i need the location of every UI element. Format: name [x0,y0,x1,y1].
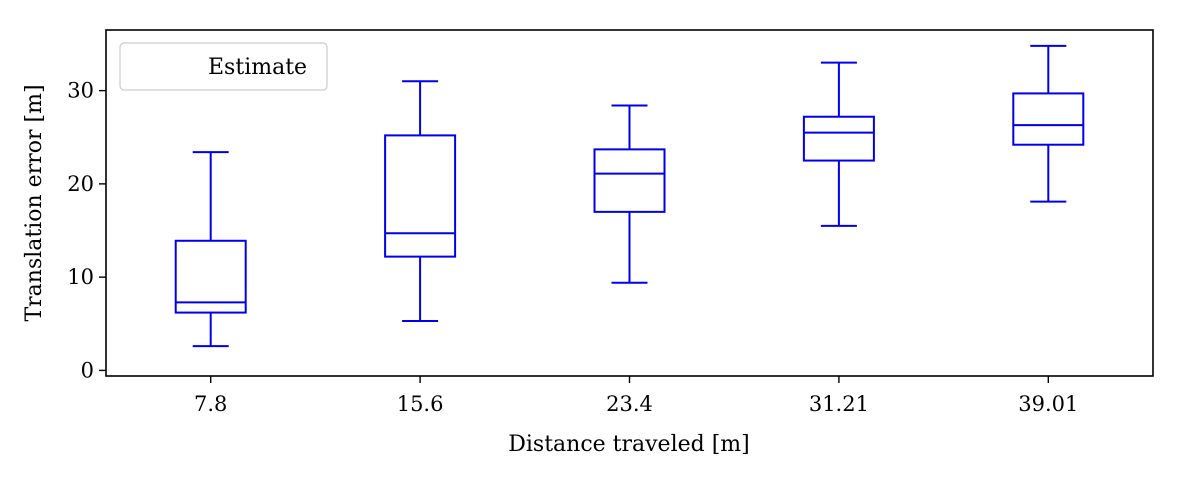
y-tick-label: 0 [81,358,94,382]
legend: Estimate [119,42,328,91]
iqr-box [174,239,247,314]
box-23.4 [593,104,666,284]
iqr-box [384,134,457,258]
plot-area [174,44,1085,348]
iqr-box [1012,92,1085,146]
legend-entry-estimate: Estimate [208,55,307,80]
x-tick-label: 31.21 [809,392,869,416]
legend-box [119,42,328,91]
y-tick-label: 20 [67,172,94,196]
y-axis-label: Translation error [m] [22,84,47,321]
box-15.6 [384,80,457,322]
x-axis: 7.8 15.6 23.4 31.21 39.01 [194,376,1078,416]
box-7.8 [174,151,247,348]
x-tick-label: 39.01 [1018,392,1078,416]
x-tick-label: 15.6 [397,392,444,416]
y-axis: 0 10 20 30 [67,79,106,382]
box-31.21 [802,61,875,227]
box-39.01 [1012,44,1085,203]
y-tick-label: 10 [67,265,94,289]
x-axis-label: Distance traveled [m] [508,432,750,457]
x-tick-label: 7.8 [194,392,227,416]
x-tick-label: 23.4 [606,392,653,416]
iqr-box [802,115,875,162]
y-tick-label: 30 [67,79,94,103]
iqr-box [593,148,666,213]
